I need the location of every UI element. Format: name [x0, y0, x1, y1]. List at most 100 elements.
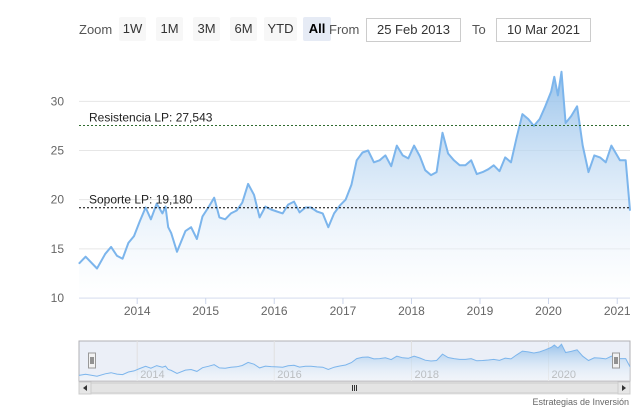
data-point	[390, 165, 392, 167]
data-point	[264, 206, 266, 208]
data-point	[133, 235, 135, 237]
data-point	[550, 91, 552, 92]
data-point	[247, 183, 249, 185]
data-point	[464, 164, 466, 166]
navigator-line	[78, 343, 631, 377]
data-point	[127, 242, 129, 244]
to-date-input[interactable]: 10 Mar 2021	[496, 18, 591, 42]
data-point	[184, 230, 186, 232]
data-point	[402, 154, 404, 156]
data-point	[241, 202, 243, 204]
data-point	[407, 157, 409, 159]
data-point	[413, 145, 415, 147]
x-tick-label: 2020	[535, 304, 562, 318]
zoom-label: Zoom	[79, 22, 113, 37]
data-point	[276, 210, 278, 212]
data-point	[424, 169, 426, 171]
data-point	[167, 226, 169, 228]
navigator-right-handle[interactable]	[612, 352, 620, 369]
data-point	[350, 184, 352, 186]
data-point	[304, 207, 306, 209]
data-point	[453, 159, 455, 161]
data-point	[625, 159, 627, 161]
data-point	[150, 218, 152, 220]
data-point	[78, 263, 80, 265]
data-point	[487, 168, 489, 170]
y-tick-label: 30	[51, 94, 65, 108]
y-tick-label: 15	[51, 242, 65, 256]
data-point	[110, 246, 112, 248]
data-point	[459, 164, 461, 166]
data-point	[139, 220, 141, 222]
data-point	[282, 212, 284, 214]
data-point	[345, 199, 347, 201]
x-tick-label: 2021	[604, 304, 631, 318]
data-point	[218, 216, 220, 218]
x-tick-label: 2017	[330, 304, 357, 318]
series-line	[78, 70, 631, 270]
series-area	[79, 71, 630, 298]
data-point	[316, 210, 318, 212]
data-point	[553, 76, 555, 78]
data-point	[253, 194, 255, 196]
data-point	[161, 212, 163, 214]
data-point	[570, 115, 572, 117]
data-point	[482, 171, 484, 173]
zoom-all-button[interactable]: All	[303, 17, 331, 41]
data-point	[504, 156, 506, 158]
zoom-6m-button[interactable]: 6M	[230, 17, 257, 41]
data-point	[379, 159, 381, 161]
data-point	[565, 122, 567, 124]
data-point	[224, 218, 226, 220]
credits-label[interactable]: Estrategias de Inversión	[532, 397, 629, 407]
data-point	[384, 154, 386, 156]
data-point	[287, 204, 289, 206]
zoom-1w-button[interactable]: 1W	[119, 17, 146, 41]
data-point	[619, 159, 621, 161]
data-point	[202, 215, 204, 217]
data-point	[156, 203, 158, 205]
data-point	[582, 145, 584, 147]
data-point	[533, 125, 535, 127]
data-point	[521, 113, 523, 115]
support-label: Soporte LP: 19,180	[89, 193, 193, 207]
resistance-label: Resistencia LP: 27,543	[89, 110, 213, 124]
zoom-1m-button[interactable]: 1M	[156, 17, 183, 41]
data-point	[593, 154, 595, 156]
x-tick-label: 2018	[398, 304, 425, 318]
data-point	[322, 212, 324, 214]
data-point	[293, 201, 295, 203]
data-point	[85, 256, 87, 258]
from-date-input[interactable]: 25 Feb 2013	[366, 18, 461, 42]
x-tick-label: 2019	[467, 304, 494, 318]
data-point	[430, 174, 432, 176]
to-label: To	[472, 22, 486, 37]
data-point	[104, 253, 106, 255]
navigator-left-handle[interactable]	[88, 352, 96, 369]
data-point	[560, 71, 562, 73]
data-point	[470, 159, 472, 161]
chevron-right-icon	[622, 385, 626, 391]
data-point	[356, 159, 358, 161]
data-point	[419, 155, 421, 157]
y-tick-label: 20	[51, 193, 65, 207]
data-point	[493, 164, 495, 166]
data-point	[557, 94, 559, 96]
y-tick-label: 25	[51, 144, 65, 158]
data-point	[299, 211, 301, 213]
data-point	[476, 173, 478, 175]
data-point	[165, 206, 167, 208]
data-point	[176, 251, 178, 253]
data-point	[539, 118, 541, 120]
data-point	[436, 171, 438, 173]
data-point	[527, 118, 529, 120]
zoom-3m-button[interactable]: 3M	[193, 17, 220, 41]
zoom-ytd-button[interactable]: YTD	[264, 17, 297, 41]
data-point	[361, 151, 363, 153]
data-point	[576, 105, 578, 107]
data-point	[610, 145, 612, 147]
data-point	[213, 197, 215, 199]
data-point	[230, 212, 232, 214]
data-point	[196, 238, 198, 240]
